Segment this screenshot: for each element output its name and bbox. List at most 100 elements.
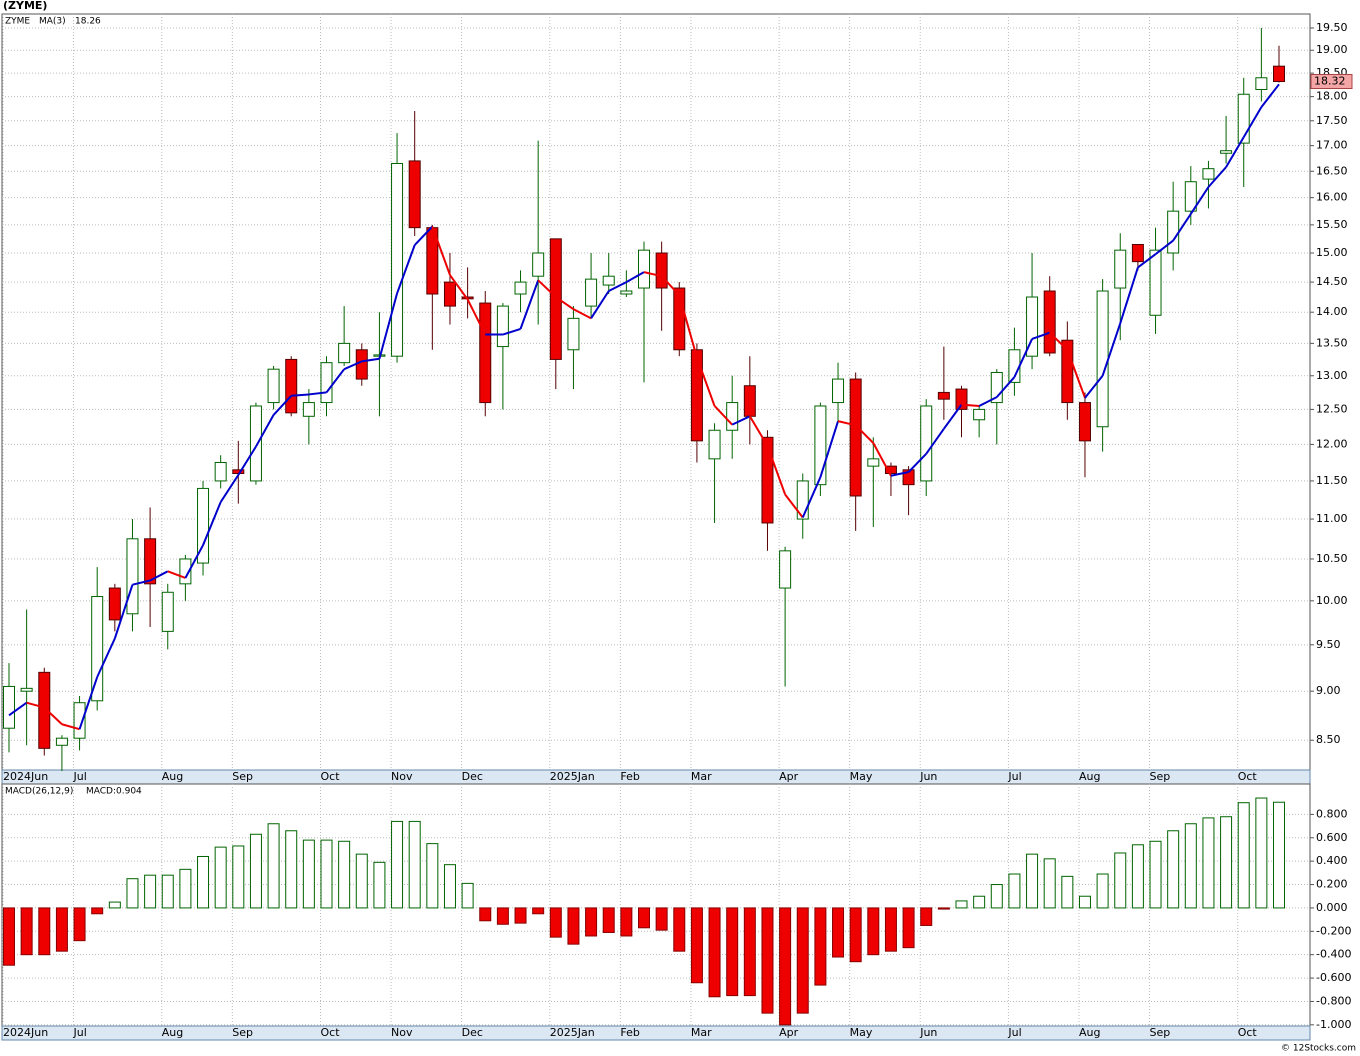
ma-line: [78, 676, 99, 730]
x-tick-label: Feb: [620, 770, 639, 783]
ma-line: [149, 570, 169, 582]
candle-body: [55, 737, 68, 746]
x-tick-label: Oct: [321, 1026, 341, 1039]
candle-body: [1078, 402, 1091, 442]
macd-bar: [108, 901, 121, 909]
y-tick-label: -1.000: [1316, 1018, 1351, 1031]
candle-body: [285, 358, 298, 414]
candle-body: [1131, 243, 1144, 263]
ma-line: [113, 584, 134, 639]
macd-bar: [1026, 853, 1039, 909]
ma-line: [466, 298, 487, 335]
candle-body: [814, 405, 827, 486]
ma-line: [1013, 338, 1033, 378]
ma-line: [26, 701, 45, 709]
y-tick-label: 0.800: [1316, 807, 1348, 820]
ma-line: [237, 446, 257, 476]
ma-line: [890, 471, 909, 477]
y-tick-label: 0.200: [1316, 878, 1348, 891]
candle-body: [144, 538, 157, 585]
macd-bar: [126, 878, 139, 909]
candle-body: [1184, 181, 1197, 212]
ma-line: [132, 579, 151, 586]
ma-line: [1260, 83, 1280, 108]
last-price-label: 18.32: [1314, 75, 1346, 88]
macd-bar: [673, 907, 686, 952]
candle-body: [620, 290, 633, 295]
macd-bar: [955, 900, 968, 909]
candle-body: [585, 278, 598, 307]
ma-line: [431, 226, 451, 276]
macd-bar: [1167, 830, 1180, 909]
candle-body: [1043, 290, 1056, 354]
ma-line: [202, 501, 222, 546]
macd-bar: [867, 907, 880, 956]
y-tick-label: 10.00: [1316, 594, 1348, 607]
x-tick-label: Jul: [73, 1026, 87, 1039]
x-tick-label: Sep: [232, 770, 253, 783]
macd-bar: [937, 907, 950, 910]
macd-bar: [532, 907, 545, 915]
macd-bar: [549, 907, 562, 938]
macd-bar: [91, 907, 104, 915]
candle-body: [1167, 210, 1180, 254]
y-tick-label: 14.50: [1316, 275, 1348, 288]
ma-line: [1066, 349, 1086, 399]
candle-body: [726, 402, 739, 431]
ma-line: [184, 544, 204, 579]
ma-line: [678, 294, 698, 358]
x-tick-label: Feb: [620, 1026, 639, 1039]
candle-body: [832, 378, 845, 404]
x-tick-label: Nov: [391, 1026, 413, 1039]
candle-body: [655, 252, 668, 289]
x-tick-label: Apr: [779, 1026, 799, 1039]
y-tick-label: 16.50: [1316, 164, 1348, 177]
x-tick-label: Oct: [1238, 1026, 1258, 1039]
ma-line: [943, 404, 963, 430]
ma-line: [43, 706, 63, 725]
chart-title: (ZYME): [3, 0, 47, 12]
ma-line: [219, 474, 240, 503]
candle-body: [849, 378, 862, 497]
macd-bar: [496, 907, 509, 925]
ma-line: [713, 405, 733, 426]
macd-bar: [1131, 844, 1144, 909]
ma-line: [784, 493, 804, 519]
candle-body: [1237, 93, 1250, 144]
x-tick-label: Mar: [691, 1026, 712, 1039]
macd-bar: [832, 907, 845, 958]
candle-body: [1096, 290, 1109, 428]
ma-line: [766, 445, 787, 495]
ma-line: [343, 360, 363, 371]
macd-bar: [267, 823, 280, 909]
macd-bar: [602, 907, 615, 933]
macd-bar: [1149, 840, 1162, 909]
x-tick-label: Sep: [1150, 770, 1171, 783]
ma-line: [413, 225, 434, 246]
legend-value: 18.26: [75, 17, 101, 27]
price-panel: [1, 13, 1311, 771]
ma-line: [378, 293, 399, 360]
macd-bar: [796, 907, 809, 1014]
ma-line: [1048, 331, 1069, 351]
candle-body: [549, 238, 562, 360]
y-tick-label: 16.00: [1316, 191, 1348, 204]
candle-body: [1255, 77, 1268, 91]
macd-bar: [179, 868, 192, 909]
macd-bar: [355, 853, 368, 909]
x-tick-label: Apr: [779, 770, 799, 783]
candle-body: [161, 591, 174, 632]
candle-body: [479, 302, 492, 404]
candle-body: [496, 305, 509, 348]
ma-line: [1189, 186, 1210, 215]
y-tick-label: 13.00: [1316, 369, 1348, 382]
x-tick-label: Aug: [162, 770, 183, 783]
ma-line: [537, 279, 557, 298]
y-tick-label: 0.600: [1316, 831, 1348, 844]
y-tick-label: 11.00: [1316, 512, 1348, 525]
macd-bar: [144, 874, 157, 909]
candle-body: [990, 371, 1003, 404]
macd-bar: [779, 907, 792, 1026]
candle-body: [179, 558, 192, 585]
